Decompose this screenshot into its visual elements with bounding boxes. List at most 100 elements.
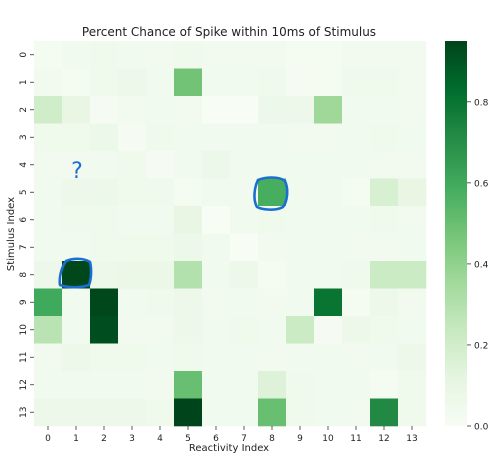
heatmap-cell — [342, 178, 371, 207]
heatmap-cell — [202, 316, 231, 344]
heatmap-cell — [342, 288, 371, 317]
y-tick-label: 9 — [19, 299, 29, 305]
heatmap-cell — [174, 261, 203, 289]
heatmap-cell — [398, 178, 427, 207]
heatmap-cell — [62, 68, 91, 97]
heatmap-cell — [286, 96, 315, 124]
heatmap-cell — [174, 151, 203, 179]
heatmap-cell — [258, 123, 287, 152]
heatmap-cell — [286, 288, 315, 317]
heatmap-cell — [118, 233, 147, 262]
heatmap-cell — [202, 371, 231, 399]
heatmap-cell — [286, 68, 315, 97]
y-tick-label: 4 — [19, 162, 29, 168]
heatmap-cell — [342, 206, 371, 234]
heatmap-cell — [62, 316, 91, 344]
heatmap-cell — [370, 261, 399, 289]
heatmap-cell — [202, 96, 231, 124]
heatmap-cell — [34, 178, 63, 207]
heatmap-cell — [118, 68, 147, 97]
circle-annotation — [58, 257, 93, 289]
heatmap-cell — [398, 343, 427, 372]
y-tick-label: 0 — [19, 52, 29, 58]
heatmap-cell — [90, 151, 119, 179]
heatmap-cell — [370, 206, 399, 234]
heatmap-cell — [370, 123, 399, 152]
heatmap-cell — [174, 96, 203, 124]
heatmap-cell — [342, 398, 371, 427]
heatmap-cell — [118, 96, 147, 124]
heatmap-cell — [258, 151, 287, 179]
heatmap-cell — [202, 41, 231, 69]
colorbar-tick-label: 0.6 — [474, 179, 489, 189]
y-tick-label: 5 — [19, 189, 29, 195]
heatmap-cell — [118, 288, 147, 317]
heatmap-cell — [118, 343, 147, 372]
heatmap-cell — [286, 151, 315, 179]
heatmap-cell — [258, 96, 287, 124]
heatmap-cell — [146, 68, 175, 97]
heatmap-cell — [370, 178, 399, 207]
heatmap-cell — [62, 206, 91, 234]
circle-annotation — [253, 176, 289, 211]
heatmap-cell — [314, 41, 343, 69]
heatmap-cell — [398, 398, 427, 427]
heatmap-cell — [90, 68, 119, 97]
heatmap-cell — [118, 178, 147, 207]
x-axis-label: Reactivity Index — [189, 443, 269, 454]
heatmap-cell — [146, 178, 175, 207]
heatmap-cell — [370, 316, 399, 344]
heatmap-cell — [146, 343, 175, 372]
colorbar-tick-label: 0.8 — [474, 98, 489, 108]
heatmap-cell — [230, 261, 259, 289]
heatmap-cell — [314, 178, 343, 207]
heatmap-cell — [90, 343, 119, 372]
y-tick-label: 6 — [19, 217, 29, 223]
colorbar-tick-label: 0.4 — [474, 260, 489, 270]
heatmap-cell — [146, 371, 175, 399]
heatmap-cell — [202, 123, 231, 152]
heatmap-cell — [174, 206, 203, 234]
heatmap-cell — [34, 343, 63, 372]
heatmap-cell — [286, 206, 315, 234]
heatmap-cell — [118, 206, 147, 234]
y-tick-label: 10 — [19, 324, 29, 336]
heatmap-cell — [146, 96, 175, 124]
heatmap-cell — [90, 206, 119, 234]
heatmap-cell — [118, 41, 147, 69]
heatmap-cell — [286, 123, 315, 152]
heatmap-cell — [202, 288, 231, 317]
heatmap-cell — [62, 233, 91, 262]
y-tick-label: 7 — [19, 244, 29, 250]
heatmap-cell — [398, 206, 427, 234]
x-tick-label: 7 — [241, 434, 247, 444]
heatmap-cell — [34, 68, 63, 97]
colorbar-tick-label: 0.2 — [474, 341, 488, 351]
heatmap-cell — [174, 41, 203, 69]
heatmap-cell — [174, 398, 203, 427]
heatmap-cell — [62, 178, 91, 207]
heatmap-cell — [90, 178, 119, 207]
heatmap-cell — [258, 316, 287, 344]
heatmap-cell — [230, 316, 259, 344]
heatmap-cell — [314, 371, 343, 399]
heatmap-cell — [34, 371, 63, 399]
heatmap-cell — [118, 398, 147, 427]
heatmap-cell — [146, 316, 175, 344]
x-tick-label: 9 — [297, 434, 303, 444]
heatmap-cell — [174, 68, 203, 97]
heatmap-cell — [370, 371, 399, 399]
heatmap-cell — [118, 316, 147, 344]
heatmap-cell — [202, 178, 231, 207]
heatmap-cell — [34, 96, 63, 124]
heatmap-cell — [230, 151, 259, 179]
heatmap-cell — [146, 288, 175, 317]
heatmap-cell — [146, 398, 175, 427]
annotations: ? — [58, 159, 289, 289]
heatmap-cell — [34, 41, 63, 69]
y-axis-label: Stimulus Index — [6, 197, 17, 271]
x-tick-label: 3 — [129, 434, 135, 444]
heatmap-cell — [202, 68, 231, 97]
